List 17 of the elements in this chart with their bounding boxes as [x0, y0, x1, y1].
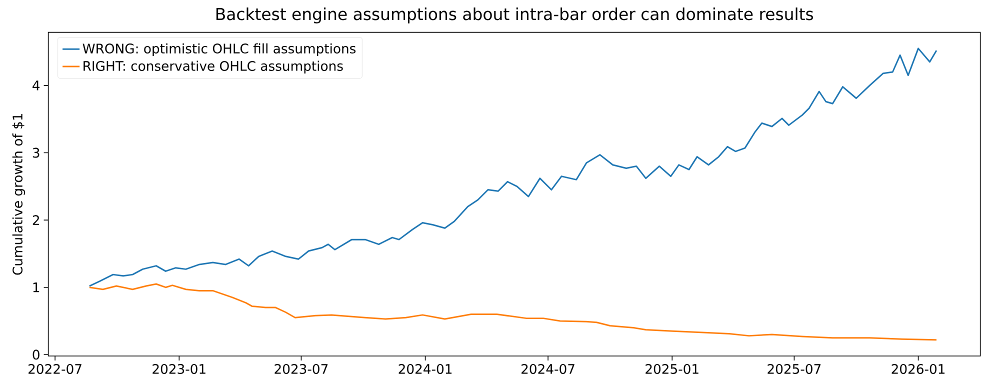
x-tick-label: 2026-01	[892, 364, 945, 374]
y-axis-title: Cumulative growth of $1	[12, 114, 26, 275]
x-tick-label: 2025-07	[768, 364, 821, 374]
y-tick-label: 2	[32, 215, 39, 225]
x-tick-label: 2024-01	[398, 364, 452, 374]
y-tick-label: 4	[32, 80, 40, 90]
x-tick-label: 2022-07	[28, 364, 82, 374]
y-tick-label: 3	[32, 148, 40, 158]
x-tick-label: 2025-01	[646, 364, 698, 374]
x-tick-label: 2024-07	[522, 364, 574, 374]
legend-label: WRONG: optimistic OHLC fill assumptions	[82, 43, 356, 56]
y-tick-label: 0	[32, 350, 40, 360]
x-tick-label: 2023-07	[274, 364, 328, 374]
legend-label: RIGHT: conservative OHLC assumptions	[84, 60, 343, 74]
chart-title: Backtest engine assumptions about intra-bar order can dominate results	[216, 8, 814, 24]
y-tick-label: 1	[33, 282, 40, 292]
x-tick-label: 2023-01	[152, 364, 206, 374]
